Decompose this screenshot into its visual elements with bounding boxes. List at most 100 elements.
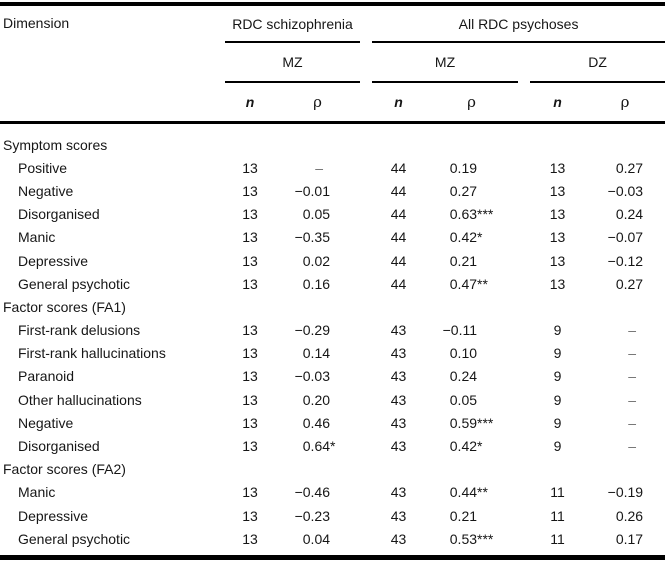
section-title: Factor scores (FA1): [3, 298, 126, 315]
row-label: Other hallucinations: [18, 391, 142, 408]
column-spacer: [360, 4, 372, 42]
n-column-header: n: [245, 94, 255, 110]
row-label: Manic: [18, 484, 56, 501]
n-value: 13: [242, 159, 258, 176]
rho-value: 0.10: [449, 345, 478, 362]
n-value: 13: [549, 159, 566, 176]
n-value: 9: [553, 368, 562, 385]
row-label: Disorganised: [18, 438, 100, 455]
rho-value: 0.05: [449, 391, 478, 408]
subgroup-header-dz-psychoses: DZ: [530, 42, 665, 83]
rho-value: 0.42*: [449, 438, 483, 455]
table-row: Negative 13 −0.01 44 0.27 13 −0.03: [0, 179, 665, 202]
section-row: Factor scores (FA2): [0, 458, 665, 481]
table-row: Depressive 13 −0.23 43 0.21 11 0.26: [0, 504, 665, 527]
n-value: 13: [242, 391, 258, 408]
column-spacer: [360, 527, 372, 558]
empty-value-dash: –: [628, 391, 637, 408]
n-value: 43: [390, 507, 407, 524]
empty-value-dash: –: [628, 368, 637, 385]
column-spacer: [518, 82, 530, 123]
column-spacer: [518, 504, 530, 527]
column-spacer: [360, 481, 372, 504]
n-value: 13: [549, 275, 566, 292]
table-row: Manic 13 −0.35 44 0.42* 13 −0.07: [0, 226, 665, 249]
column-spacer: [360, 226, 372, 249]
rho-value: −0.01: [294, 182, 331, 199]
empty-value-dash: –: [628, 345, 637, 362]
column-spacer: [518, 388, 530, 411]
column-spacer: [360, 504, 372, 527]
column-spacer: [360, 411, 372, 434]
column-spacer: [518, 203, 530, 226]
row-label: First-rank hallucinations: [18, 345, 166, 362]
rho-value: 0.05: [302, 206, 331, 223]
table-row: Negative 13 0.46 43 0.59*** 9 –: [0, 411, 665, 434]
rho-value: 0.26: [615, 507, 644, 524]
rho-value: 0.42*: [449, 229, 483, 246]
rho-value: 0.63***: [449, 206, 494, 223]
row-label: Disorganised: [18, 206, 100, 223]
column-spacer: [518, 481, 530, 504]
column-spacer: [518, 319, 530, 342]
rho-value: 0.24: [615, 206, 644, 223]
column-spacer: [360, 156, 372, 179]
n-value: 13: [242, 322, 258, 339]
n-value: 44: [390, 159, 407, 176]
group-header-all-rdc-psychoses: All RDC psychoses: [372, 4, 665, 43]
table-row: Depressive 13 0.02 44 0.21 13 −0.12: [0, 249, 665, 272]
column-spacer: [360, 42, 372, 82]
section-row: Factor scores (FA1): [0, 295, 665, 318]
n-value: 13: [549, 182, 566, 199]
n-value: 43: [390, 530, 407, 547]
rho-column-header: ρ: [620, 93, 630, 111]
column-spacer: [360, 179, 372, 202]
column-spacer: [360, 82, 372, 123]
rho-value: 0.46: [302, 414, 331, 431]
column-spacer: [518, 365, 530, 388]
header-row-stats: n ρ n ρ n ρ: [0, 82, 665, 123]
rho-value: 0.27: [615, 159, 644, 176]
header-row-groups: Dimension RDC schizophrenia All RDC psyc…: [0, 4, 665, 43]
header-row-zygosity: MZ MZ DZ: [0, 42, 665, 83]
n-value: 43: [390, 368, 407, 385]
column-spacer: [518, 272, 530, 295]
rho-value: 0.04: [302, 530, 331, 547]
rho-value: 0.21: [449, 507, 478, 524]
row-label: Depressive: [18, 507, 89, 524]
n-value: 13: [242, 507, 258, 524]
n-value: 13: [242, 206, 258, 223]
n-value: 44: [390, 182, 407, 199]
table-row: Disorganised 13 0.64* 43 0.42* 9 –: [0, 434, 665, 457]
column-spacer: [360, 249, 372, 272]
column-spacer: [518, 342, 530, 365]
subgroup-header-mz-schizophrenia: MZ: [225, 42, 361, 83]
n-value: 11: [550, 484, 565, 501]
row-label: Depressive: [18, 252, 89, 269]
n-value: 13: [242, 438, 258, 455]
n-value: 13: [549, 252, 566, 269]
column-spacer: [360, 388, 372, 411]
table-row: General psychotic 13 0.04 43 0.53*** 11 0.17: [0, 527, 665, 558]
empty-value-dash: –: [315, 159, 324, 176]
n-value: 13: [242, 484, 258, 501]
rho-value: 0.14: [302, 345, 331, 362]
rho-value: 0.24: [449, 368, 478, 385]
rho-column-header: ρ: [467, 93, 476, 111]
n-value: 13: [242, 182, 258, 199]
column-spacer: [518, 156, 530, 179]
row-label: Negative: [18, 182, 74, 199]
row-label: First-rank delusions: [18, 322, 141, 339]
row-label: Manic: [18, 229, 56, 246]
n-value: 9: [553, 438, 562, 455]
rho-value: 0.27: [615, 275, 644, 292]
rho-value: 0.02: [302, 252, 331, 269]
rho-value: 0.16: [302, 275, 331, 292]
section-title: Symptom scores: [3, 136, 108, 153]
table-row: General psychotic 13 0.16 44 0.47** 13 0.27: [0, 272, 665, 295]
row-label: General psychotic: [18, 275, 131, 292]
table-body: Symptom scores Positive 13–44 0.19 13 0.27 Neg…: [0, 122, 665, 558]
n-value: 13: [242, 229, 258, 246]
n-value: 13: [549, 229, 566, 246]
column-spacer: [360, 365, 372, 388]
